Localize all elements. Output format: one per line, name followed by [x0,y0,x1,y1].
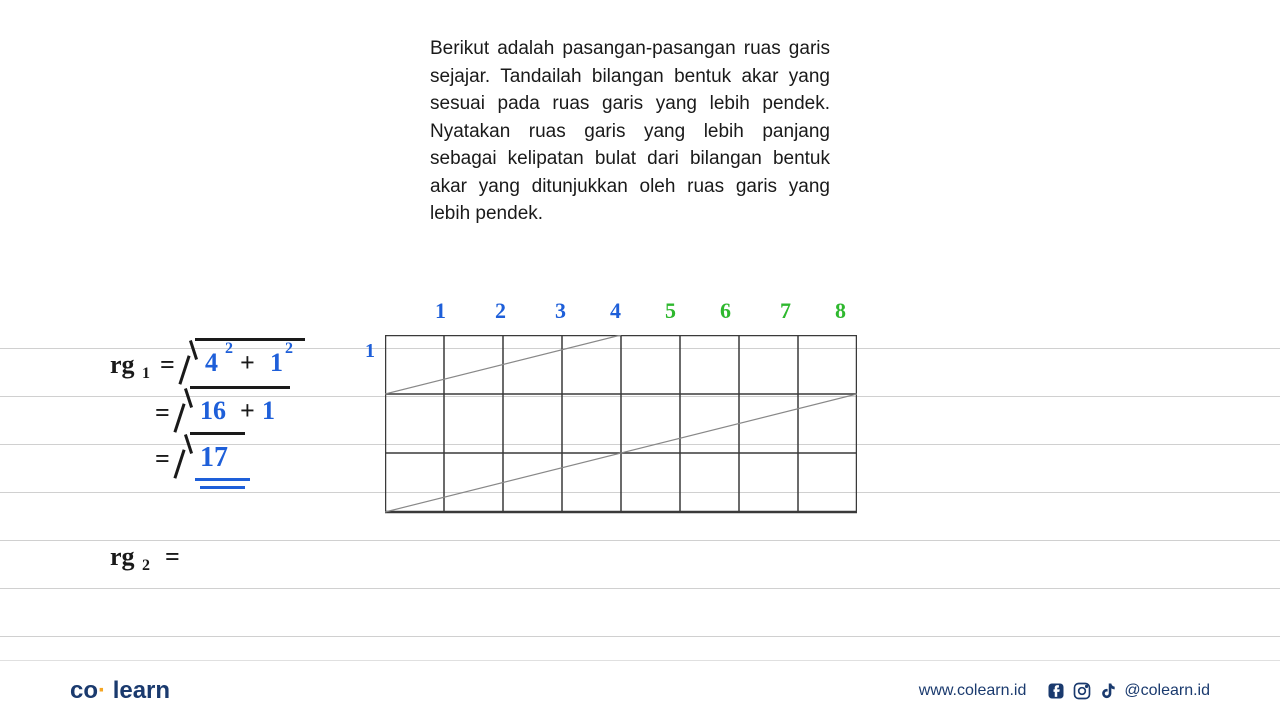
l1-plus: + [240,348,255,378]
rg2-eq: = [165,542,180,572]
grid-num-1: 1 [435,298,446,324]
l2-1: 1 [262,396,275,426]
footer: co· learn www.colearn.id @colearn.id [0,660,1280,720]
footer-right: www.colearn.id @colearn.id [919,681,1210,701]
l1-1exp: 2 [285,340,293,358]
rg2-label: rg [110,542,135,572]
rg2-sub: 2 [142,557,150,575]
sqrt-bar-3 [190,432,245,435]
l3-eq: = [155,444,170,474]
instagram-icon [1072,681,1092,701]
grid-svg [385,335,857,518]
grid-num-6: 6 [720,298,731,324]
tiktok-icon [1098,681,1118,701]
grid-num-5: 5 [665,298,676,324]
grid-diagram [385,335,857,518]
facebook-icon [1046,681,1066,701]
logo-co: co [70,677,98,704]
website-url: www.colearn.id [919,682,1027,700]
problem-text: Berikut adalah pasangan-pasangan ruas ga… [430,35,830,228]
grid-num-2: 2 [495,298,506,324]
underline-1 [195,478,250,481]
l2-plus: + [240,396,255,426]
rg1-label: rg [110,350,135,380]
l2-16: 16 [200,396,226,426]
grid-num-8: 8 [835,298,846,324]
logo: co· learn [70,677,170,705]
social-block: @colearn.id [1046,681,1210,701]
grid-num-4: 4 [610,298,621,324]
l1-4exp: 2 [225,340,233,358]
sqrt-bar-2 [190,386,290,389]
l1-1: 1 [270,348,283,378]
logo-learn: learn [113,677,170,704]
grid-num-3: 3 [555,298,566,324]
logo-dot-icon: · [98,677,113,704]
underline-2 [200,486,245,489]
rg1-sub: 1 [142,365,150,383]
content-area: Berikut adalah pasangan-pasangan ruas ga… [0,20,1280,660]
rg1-eq: = [160,350,175,380]
l3-17: 17 [200,442,228,474]
social-handle: @colearn.id [1124,682,1210,700]
l2-eq: = [155,398,170,428]
grid-num-7: 7 [780,298,791,324]
l1-4: 4 [205,348,218,378]
grid-top-labels: 1 2 3 4 5 6 7 8 [385,298,857,328]
grid-side-label: 1 [365,340,375,363]
